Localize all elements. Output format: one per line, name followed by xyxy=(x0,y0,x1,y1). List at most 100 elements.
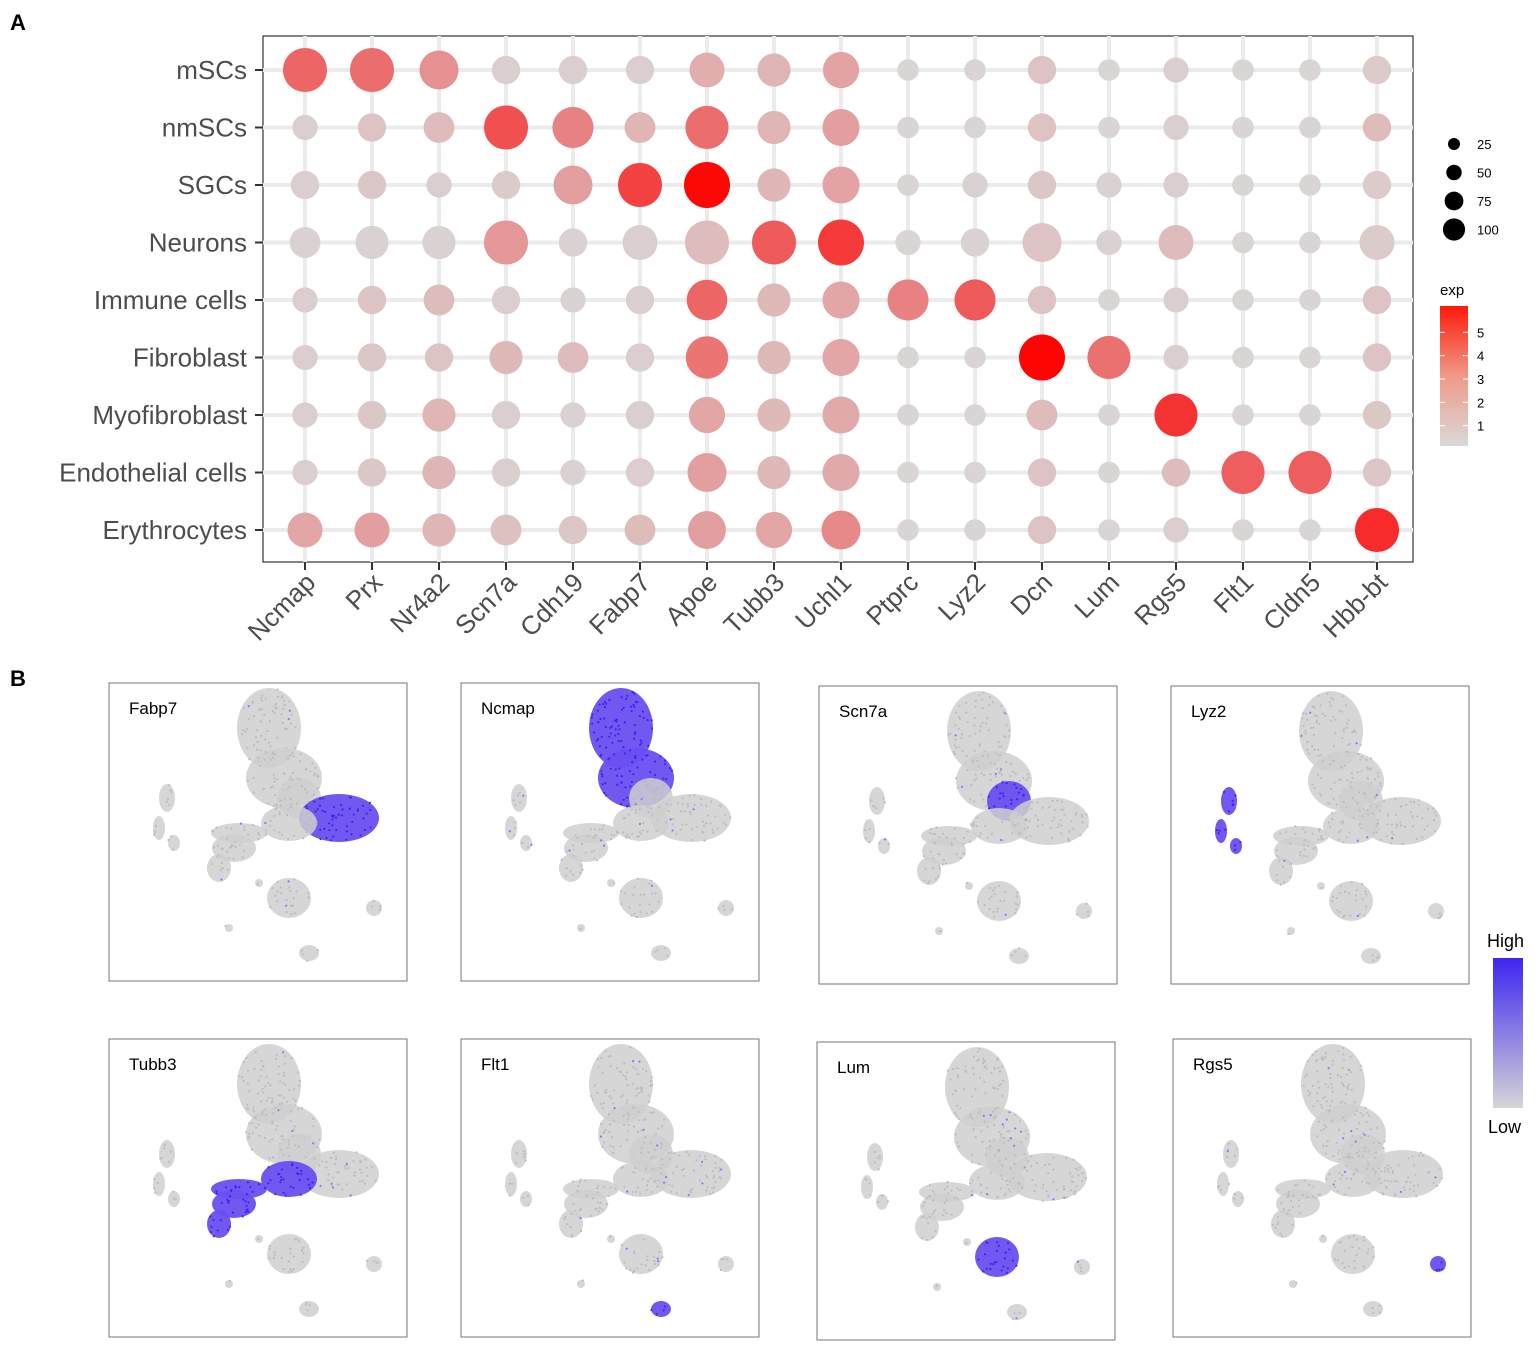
umap-cell xyxy=(1311,1195,1315,1199)
umap-cell xyxy=(330,1184,334,1187)
umap-cell xyxy=(1005,1118,1008,1121)
umap-cell xyxy=(1402,1186,1405,1189)
umap-cell xyxy=(663,762,667,766)
umap-cell xyxy=(710,800,713,803)
umap-cell xyxy=(628,836,631,839)
umap-cell xyxy=(210,1225,213,1228)
umap-cell xyxy=(366,1174,369,1177)
umap-cell xyxy=(688,1189,692,1192)
umap-cell xyxy=(638,1060,641,1063)
umap-cell xyxy=(282,1178,285,1181)
umap-cell xyxy=(877,1168,880,1171)
umap-cell xyxy=(1358,1122,1361,1125)
umap-cell xyxy=(1385,835,1388,838)
umap-cell xyxy=(245,1193,248,1196)
umap-cell xyxy=(289,890,292,893)
umap-cell xyxy=(1439,916,1442,919)
umap-cell xyxy=(623,1261,626,1264)
umap-cell xyxy=(1010,802,1013,806)
umap-cell xyxy=(1302,1084,1305,1087)
umap-cell xyxy=(1290,862,1293,865)
umap-cell xyxy=(334,1162,337,1165)
umap-cell xyxy=(931,832,934,835)
umap-cell xyxy=(272,805,275,808)
umap-cell xyxy=(963,853,966,856)
dot-nmscs-hbb-bt xyxy=(1362,113,1392,142)
umap-cell xyxy=(1342,729,1345,733)
umap-cell xyxy=(605,1088,608,1092)
umap-cell xyxy=(1312,1185,1315,1188)
umap-cell xyxy=(268,1140,271,1143)
umap-cell xyxy=(307,896,310,899)
umap-cell xyxy=(1333,1258,1336,1261)
umap-cell xyxy=(1325,1144,1328,1148)
umap-cell xyxy=(292,1097,295,1100)
umap-cell xyxy=(172,1197,175,1200)
umap-cell xyxy=(718,1167,721,1170)
x-tick-label: Lyz2 xyxy=(932,567,991,626)
umap-cell xyxy=(511,1182,514,1185)
umap-cell xyxy=(378,905,382,908)
umap-cell xyxy=(1322,1144,1325,1148)
umap-cell xyxy=(1381,1191,1384,1195)
umap-cell xyxy=(977,1258,980,1261)
umap-cell xyxy=(1364,1106,1367,1109)
umap-cell xyxy=(1320,794,1323,797)
umap-cell xyxy=(1331,895,1334,898)
umap-cell xyxy=(1085,902,1088,905)
umap-cell xyxy=(1312,1105,1315,1108)
umap-cell xyxy=(577,1185,580,1188)
umap-cell xyxy=(274,753,277,756)
umap-cell xyxy=(994,775,997,778)
umap-cell xyxy=(1233,844,1237,847)
umap-cell xyxy=(886,1200,890,1203)
dot-myofibroblast-lyz2 xyxy=(964,404,986,426)
umap-cell xyxy=(288,1089,291,1092)
umap-cell xyxy=(659,1146,663,1149)
umap-cell xyxy=(1016,903,1019,907)
umap-cell xyxy=(306,791,309,794)
umap-cell xyxy=(638,1192,642,1195)
dot-endothelial-cells-fabp7 xyxy=(625,458,655,487)
umap-cell xyxy=(622,1114,625,1118)
umap-cell xyxy=(1359,1064,1362,1067)
umap-cell xyxy=(638,831,641,834)
umap-cell xyxy=(1354,899,1357,902)
umap-cell xyxy=(946,1181,949,1184)
umap-cluster-body xyxy=(971,808,1027,844)
umap-cell xyxy=(924,867,927,870)
umap-cell xyxy=(628,813,631,816)
umap-cell xyxy=(646,718,649,722)
umap-cell xyxy=(873,1150,876,1154)
umap-cell xyxy=(1288,1194,1291,1197)
umap-cell xyxy=(1360,756,1364,759)
umap-cell xyxy=(1000,704,1003,708)
umap-cell xyxy=(1331,1090,1334,1093)
umap-cell xyxy=(1014,912,1017,915)
umap-cell xyxy=(1026,826,1030,829)
umap-cell xyxy=(292,1255,295,1258)
umap-cell xyxy=(633,705,636,709)
umap-cell xyxy=(523,1156,526,1159)
umap-cell xyxy=(248,1135,251,1139)
umap-cell xyxy=(712,831,715,835)
umap-cell xyxy=(1328,701,1331,704)
umap-cluster-msc xyxy=(1301,1044,1365,1124)
umap-cell xyxy=(1341,1262,1344,1265)
umap-cell xyxy=(1409,1181,1412,1184)
umap-cell xyxy=(258,1183,261,1186)
umap-cell xyxy=(946,1185,949,1188)
umap-cell xyxy=(226,850,229,853)
umap-cell xyxy=(1302,854,1306,858)
umap-cell xyxy=(1345,1164,1348,1167)
umap-cell xyxy=(1330,1082,1333,1085)
umap-cell xyxy=(1305,718,1309,721)
umap-cell xyxy=(565,874,568,877)
umap-cell xyxy=(345,838,348,841)
umap-cell xyxy=(246,1181,249,1184)
umap-cell xyxy=(1004,1157,1008,1160)
umap-cell xyxy=(273,705,276,708)
umap-cell xyxy=(508,830,511,833)
umap-cell xyxy=(668,767,671,770)
umap-cell xyxy=(999,1070,1002,1073)
